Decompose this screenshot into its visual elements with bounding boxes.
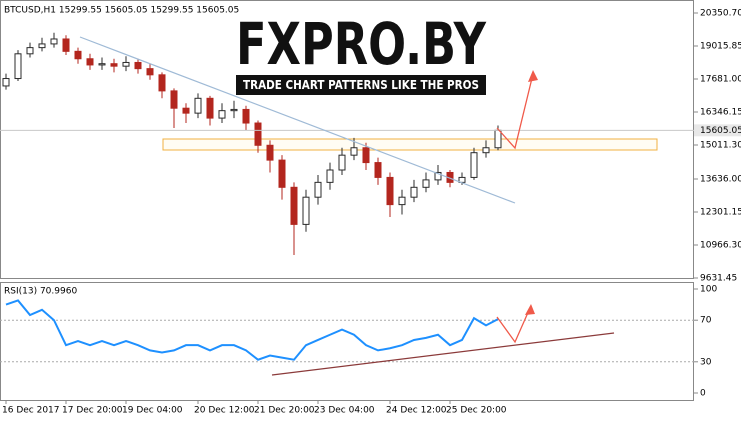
y-tick-label: 15011.30 [700, 141, 741, 151]
candle-body [38, 43, 46, 49]
candle-body [110, 63, 118, 67]
candle-body [374, 162, 382, 178]
candle-body [350, 147, 358, 156]
candle-body [62, 38, 70, 52]
candle-body [26, 47, 34, 55]
candle-body [230, 108, 238, 112]
candle-body [302, 196, 310, 225]
candle-body [170, 90, 178, 109]
y-tick-label: 70 [700, 316, 712, 326]
x-tick-label: 25 Dec 20:00 [446, 406, 507, 416]
candle-body [242, 108, 250, 124]
y-tick-label: 13636.00 [700, 175, 741, 185]
y-tick-label: 0 [700, 389, 706, 399]
y-tick-label: 20350.70 [700, 9, 741, 19]
x-tick-label: 17 Dec 20:00 [62, 406, 123, 416]
x-tick-label: 21 Dec 20:00 [254, 406, 315, 416]
y-tick-label: 19015.85 [700, 42, 741, 52]
watermark-band [236, 75, 486, 95]
candle-body [158, 74, 166, 92]
candle-body [398, 196, 406, 206]
y-tick-label: 12301.15 [700, 208, 741, 218]
y-tick-label: 30 [700, 357, 712, 367]
candle-body [14, 53, 22, 80]
current-price-box [694, 124, 741, 137]
candle-body [434, 171, 442, 181]
y-tick-label: 16346.15 [700, 108, 741, 118]
candle-body [194, 97, 202, 114]
y-tick-label: 100 [700, 285, 717, 295]
candle-body [482, 147, 490, 154]
arrow-head [528, 70, 538, 82]
marks [0, 32, 694, 363]
current-price-label: 15605.05 [700, 126, 741, 136]
rsi-trend-line [271, 332, 615, 376]
candle-body [146, 68, 154, 76]
candle-body [314, 181, 322, 198]
arrow-head [525, 304, 535, 315]
candle-body [278, 159, 286, 188]
rsi-forecast-arrow [496, 307, 531, 344]
candle-body [2, 78, 10, 87]
x-tick-label: 24 Dec 12:00 [386, 406, 447, 416]
x-tick-label: 23 Dec 04:00 [314, 406, 375, 416]
candle-body [410, 186, 418, 198]
candle-body [338, 154, 346, 171]
watermark-subtitle: TRADE CHART PATTERNS LIKE THE PROS [243, 78, 479, 92]
candle-body [254, 122, 262, 146]
candle-body [266, 144, 274, 161]
x-tick-label: 16 Dec 2017 [2, 406, 60, 416]
candle-body [50, 38, 58, 45]
x-tick-label: 19 Dec 04:00 [122, 406, 183, 416]
candle-body [422, 179, 430, 188]
candle-body [98, 63, 106, 66]
candle-body [326, 169, 334, 183]
watermark-title: FXPRO.BY [236, 10, 487, 78]
y-tick-label: 10966.30 [700, 241, 741, 251]
candle-body [122, 61, 130, 67]
rsi-title: RSI(13) 70.9960 [4, 287, 77, 297]
x-tick-label: 20 Dec 12:00 [194, 406, 255, 416]
candle-body [386, 176, 394, 206]
candle-body [206, 97, 214, 119]
trend-line [79, 36, 516, 204]
resistance-zone [162, 138, 658, 151]
candle-body [182, 107, 190, 114]
candle-body [494, 129, 502, 149]
y-tick-label: 17681.00 [700, 75, 741, 85]
candle-body [290, 186, 298, 225]
candle-body [134, 61, 142, 70]
rsi-panel [0, 282, 694, 401]
y-tick-label: 9631.45 [700, 274, 737, 284]
price-title: BTCUSD,H1 15299.55 15605.05 15299.55 156… [4, 6, 239, 16]
candle-body [470, 152, 478, 178]
candle-body [218, 110, 226, 119]
candle-body [86, 58, 94, 66]
candle-body [362, 147, 370, 164]
candle-body [74, 50, 82, 60]
rsi-line [5, 299, 499, 361]
forecast-arrow [496, 73, 534, 150]
